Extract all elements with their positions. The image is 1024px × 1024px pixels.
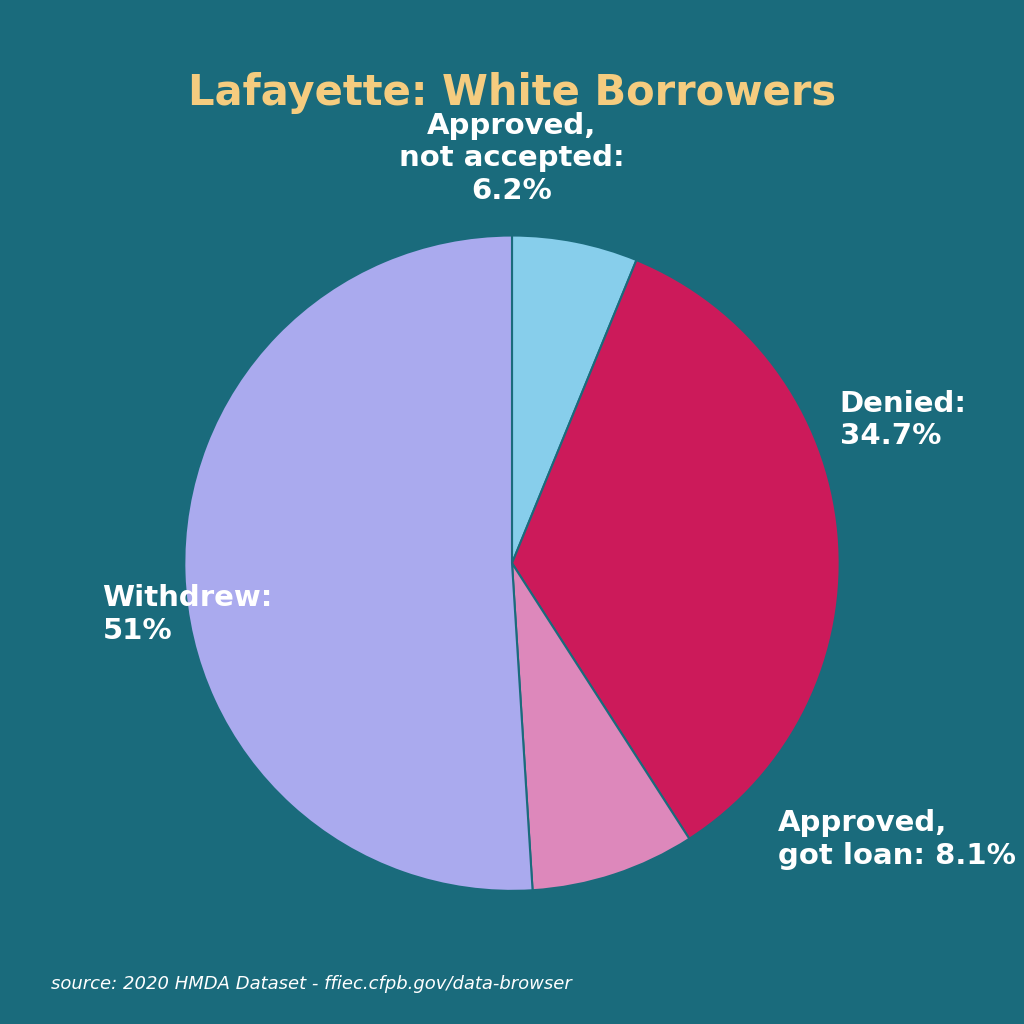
Wedge shape xyxy=(512,236,637,563)
Wedge shape xyxy=(184,236,532,891)
Wedge shape xyxy=(512,563,689,890)
Text: Approved,
got loan: 8.1%: Approved, got loan: 8.1% xyxy=(778,810,1016,869)
Text: Withdrew:
51%: Withdrew: 51% xyxy=(102,585,272,644)
Text: source: 2020 HMDA Dataset - ffiec.cfpb.gov/data-browser: source: 2020 HMDA Dataset - ffiec.cfpb.g… xyxy=(51,975,572,993)
Text: Denied:
34.7%: Denied: 34.7% xyxy=(840,390,967,450)
Text: Lafayette: White Borrowers: Lafayette: White Borrowers xyxy=(188,72,836,114)
Wedge shape xyxy=(512,260,840,839)
Text: Approved,
not accepted:
6.2%: Approved, not accepted: 6.2% xyxy=(399,112,625,205)
